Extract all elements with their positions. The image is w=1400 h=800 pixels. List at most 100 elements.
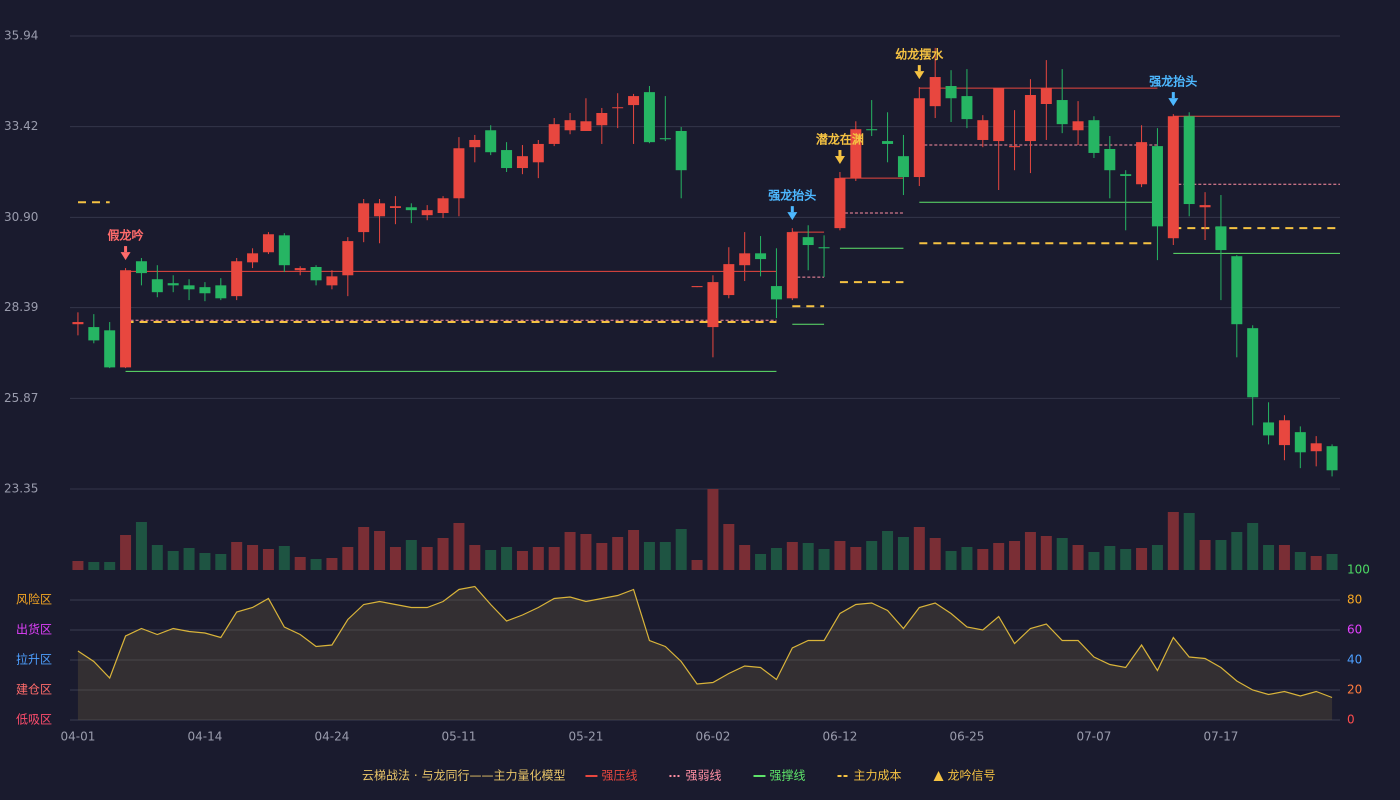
candle-body xyxy=(1088,120,1100,153)
zone-label: 出货区 xyxy=(16,622,52,637)
volume-bar xyxy=(88,562,100,570)
y-tick-label: 80 xyxy=(1347,593,1362,607)
y-tick-label: 0 xyxy=(1347,713,1355,727)
x-tick-label: 05-11 xyxy=(442,730,477,744)
candle-body xyxy=(1167,116,1179,239)
candle-body xyxy=(262,234,274,253)
candle-body xyxy=(882,141,894,144)
candle-body xyxy=(850,129,862,179)
volume-bar xyxy=(310,559,322,570)
volume-bar xyxy=(135,522,147,570)
candle-body xyxy=(1231,256,1243,325)
candle-body xyxy=(104,330,116,368)
legend-swatch xyxy=(933,771,944,781)
candle-body xyxy=(1183,116,1195,205)
zone-label: 低吸区 xyxy=(16,713,52,727)
candle-body xyxy=(326,276,338,286)
volume-bar xyxy=(1009,541,1021,570)
signal-label: 假龙吟 xyxy=(108,228,144,243)
volume-bar xyxy=(342,547,354,570)
volume-bar xyxy=(231,542,243,570)
candle-body xyxy=(532,143,544,163)
x-tick-label: 07-07 xyxy=(1077,730,1112,744)
volume-bar xyxy=(961,547,973,570)
volume-bar xyxy=(405,540,417,570)
candle-body xyxy=(802,237,814,246)
volume-bar xyxy=(596,543,608,570)
candle-body xyxy=(1326,446,1338,471)
candle-body xyxy=(247,253,259,263)
candle-body xyxy=(405,207,417,211)
candle-body xyxy=(913,98,925,178)
signal-label: 潜龙在渊 xyxy=(816,132,864,147)
volume-bar xyxy=(977,549,989,570)
volume-bar xyxy=(612,537,624,570)
volume-bar xyxy=(437,538,449,570)
x-tick-label: 06-12 xyxy=(823,730,858,744)
candle-body xyxy=(389,206,401,208)
y-tick-label: 60 xyxy=(1347,623,1362,637)
candle-body xyxy=(1294,432,1306,453)
volume-bar xyxy=(913,527,925,570)
candle-body xyxy=(723,264,735,296)
volume-bar xyxy=(1167,512,1179,570)
volume-bar xyxy=(770,548,782,570)
x-tick-label: 05-21 xyxy=(569,730,604,744)
candle-body xyxy=(993,88,1005,142)
candle-body xyxy=(1072,121,1084,131)
y-tick-label: 30.90 xyxy=(4,210,38,224)
legend-label: 龙吟信号 xyxy=(948,768,996,783)
volume-bar xyxy=(945,551,957,570)
signal-arrow-stem xyxy=(838,150,842,157)
volume-bar xyxy=(1247,523,1259,570)
signal-arrow-stem xyxy=(124,246,128,253)
signal-arrow xyxy=(1168,98,1179,107)
candle-body xyxy=(659,138,671,140)
signal-arrow xyxy=(914,71,925,80)
volume-bar xyxy=(802,543,814,570)
volume-bar xyxy=(453,523,465,570)
candle-body xyxy=(612,107,624,109)
volume-bar xyxy=(469,545,481,570)
volume-bar xyxy=(818,549,830,570)
indicator-area xyxy=(77,586,1333,720)
candle-body xyxy=(120,270,132,368)
volume-bar xyxy=(675,529,687,570)
candle-body xyxy=(358,203,370,233)
signal-label: 强龙抬头 xyxy=(1149,74,1197,89)
candle-body xyxy=(1247,328,1259,398)
volume-bar xyxy=(643,542,655,570)
volume-bar xyxy=(1263,545,1275,570)
volume-bar xyxy=(628,530,640,570)
candle-body xyxy=(1104,148,1116,171)
volume-bar xyxy=(485,550,497,570)
candle-body xyxy=(945,86,957,99)
volume-bar xyxy=(691,560,703,570)
volume-bar xyxy=(151,545,163,570)
candle-body xyxy=(1310,443,1322,452)
volume-bar xyxy=(1151,545,1163,570)
candle-body xyxy=(929,77,941,107)
volume-bar xyxy=(532,547,544,570)
volume-bar xyxy=(1326,554,1338,570)
candle-body xyxy=(818,247,830,249)
volume-bar xyxy=(294,557,306,570)
volume-bar xyxy=(72,561,84,570)
signal-label: 幼龙摆水 xyxy=(895,47,944,62)
candle-body xyxy=(374,203,386,217)
volume-bar xyxy=(1231,532,1243,570)
legend-label: 强压线 xyxy=(601,769,637,783)
volume-bar xyxy=(516,551,528,570)
candle-body xyxy=(866,129,878,131)
signal-label: 强龙抬头 xyxy=(768,188,816,203)
candle-body xyxy=(516,156,528,169)
candle-body xyxy=(675,130,687,171)
candle-body xyxy=(437,198,449,214)
volume-bar xyxy=(866,541,878,570)
legend-label: 强弱线 xyxy=(685,769,721,783)
candle-body xyxy=(596,112,608,126)
volume-bar xyxy=(1024,532,1036,570)
volume-bar xyxy=(548,547,560,570)
candle-body xyxy=(707,282,719,328)
candle-body xyxy=(72,322,84,325)
